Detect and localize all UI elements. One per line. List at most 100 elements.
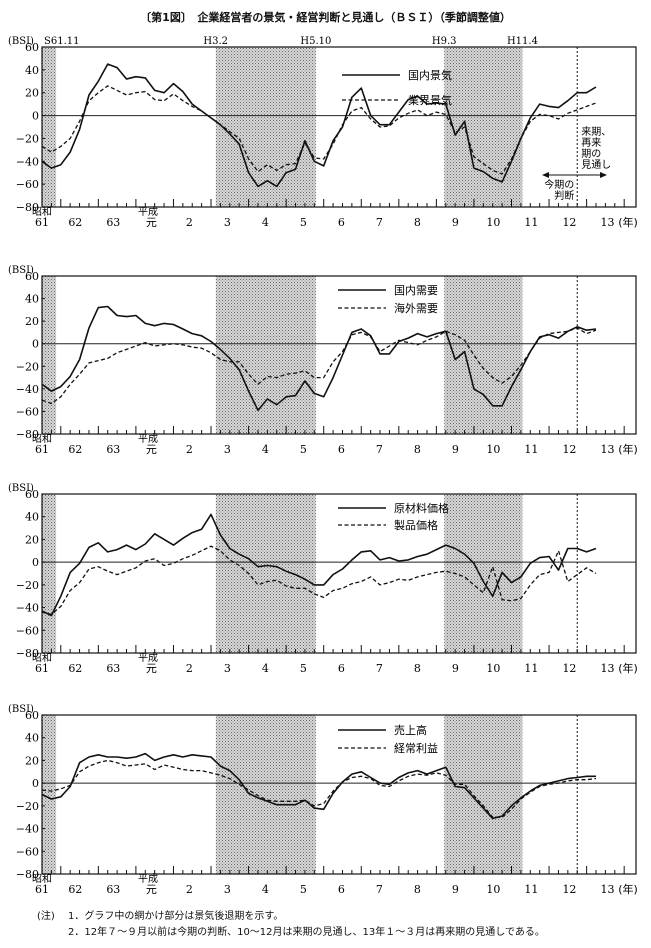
plot-frame <box>41 714 637 875</box>
y-tick-label: −60 <box>16 178 39 191</box>
x-tick-label: 10 <box>486 216 500 229</box>
y-tick-label: −40 <box>16 823 39 836</box>
y-tick-label: −60 <box>16 624 39 637</box>
recession-shading <box>42 494 57 653</box>
x-tick-label: 元 <box>146 443 157 456</box>
series-line-2 <box>41 327 597 405</box>
x-tick-label: 4 <box>262 216 269 229</box>
recession-shading <box>444 494 523 653</box>
x-tick-label: 6 <box>338 883 345 896</box>
recession-shading <box>444 276 523 434</box>
y-tick-label: 40 <box>25 732 39 745</box>
era-label-showa: 昭和 <box>32 206 52 218</box>
figure-title: 〔第1図〕 企業経営者の景気・経営判断と見通し（ＢＳＩ）（季節調整値） <box>140 11 511 24</box>
x-tick-label: 10 <box>486 443 500 456</box>
recession-shading <box>215 715 316 874</box>
y-tick-label: −60 <box>16 845 39 858</box>
note-2: 2．12年７～９月以前は今期の判断、10～12月は来期の見通し、13年１～３月は… <box>68 927 545 938</box>
recession-shading <box>444 47 523 207</box>
era-label-heisei: 平成 <box>138 433 158 445</box>
x-tick-label: 9 <box>452 443 459 456</box>
y-tick-label: 60 <box>25 488 39 501</box>
y-tick-label: 60 <box>25 270 39 283</box>
y-tick-label: 0 <box>32 110 39 123</box>
x-tick-label: 4 <box>262 443 269 456</box>
recession-shading <box>215 276 316 434</box>
series-line-1 <box>41 305 597 412</box>
legend-label: 海外需要 <box>394 301 438 315</box>
x-tick-label: 2 <box>186 662 193 675</box>
legend-label: 売上高 <box>394 723 427 737</box>
era-label-heisei: 平成 <box>138 206 158 218</box>
x-tick-label: 9 <box>452 216 459 229</box>
y-tick-label: 0 <box>32 338 39 351</box>
x-tick-label: 2 <box>186 216 193 229</box>
y-axis-unit: (BSI) <box>8 265 34 276</box>
x-tick-label: 61 <box>35 662 49 675</box>
x-tick-label: 2 <box>186 883 193 896</box>
x-tick-label: 10 <box>486 662 500 675</box>
x-axis-unit: (年) <box>618 882 638 896</box>
y-tick-label: 40 <box>25 511 39 524</box>
recession-shading <box>215 494 316 653</box>
plot-frame <box>41 275 637 435</box>
x-tick-label: 13 <box>600 662 614 675</box>
y-tick-label: 60 <box>25 41 39 54</box>
x-tick-label: 7 <box>376 216 383 229</box>
chart-2: 60 40 20 0 −20 −40 −60 −80 (BSI) 61 62 63 元 2 3 4 5 6 7 8 9 1… <box>8 265 638 456</box>
era-label-heisei: 平成 <box>138 873 158 885</box>
y-tick-label: −20 <box>16 132 39 145</box>
x-tick-label: 3 <box>224 216 231 229</box>
x-tick-label: 3 <box>224 662 231 675</box>
y-axis-unit: (BSI) <box>8 704 34 715</box>
chart-4: 60 40 20 0 −20 −40 −60 −80 (BSI) 61 62 63 元 2 3 4 5 6 7 8 9 1… <box>8 704 638 896</box>
legend-label: 製品価格 <box>394 518 438 532</box>
x-tick-label: 62 <box>68 443 82 456</box>
series-line-1 <box>41 513 597 617</box>
x-tick-label: 12 <box>562 216 576 229</box>
x-tick-label: 8 <box>414 216 421 229</box>
plot-frame <box>41 493 637 654</box>
x-tick-label: 12 <box>562 662 576 675</box>
x-tick-label: 10 <box>486 883 500 896</box>
recession-label: H11.4 <box>507 36 538 47</box>
x-tick-label: 3 <box>224 443 231 456</box>
x-tick-label: 6 <box>338 216 345 229</box>
y-tick-label: −80 <box>16 201 39 214</box>
x-tick-label: 12 <box>562 883 576 896</box>
y-tick-label: −20 <box>16 360 39 373</box>
annotation-current: 判断 <box>554 189 574 202</box>
x-axis-unit: (年) <box>618 661 638 675</box>
x-tick-label: 11 <box>524 216 538 229</box>
y-tick-label: −40 <box>16 602 39 615</box>
y-tick-label: −80 <box>16 428 39 441</box>
x-tick-label: 11 <box>524 883 538 896</box>
y-tick-label: −40 <box>16 155 39 168</box>
series-line-2 <box>41 545 597 616</box>
x-tick-label: 61 <box>35 216 49 229</box>
y-tick-label: 20 <box>25 87 39 100</box>
era-label-heisei: 平成 <box>138 652 158 664</box>
recession-shading <box>42 47 57 207</box>
y-tick-label: 40 <box>25 293 39 306</box>
x-tick-label: 元 <box>146 883 157 896</box>
recession-shading <box>215 47 316 207</box>
annotation-current: 今期の <box>544 178 574 191</box>
x-tick-label: 7 <box>376 883 383 896</box>
y-axis-unit: (BSI) <box>8 483 34 494</box>
annotation-outlook: 再来 <box>581 137 601 149</box>
era-label-showa: 昭和 <box>32 873 52 885</box>
annotation-outlook: 見通し <box>581 159 611 171</box>
plot-frame <box>41 46 637 208</box>
series-line-2 <box>41 85 597 175</box>
y-tick-label: 20 <box>25 754 39 767</box>
legend-label: 国内景気 <box>408 68 452 82</box>
recession-label: H5.10 <box>300 36 331 47</box>
x-tick-label: 6 <box>338 443 345 456</box>
x-tick-label: 4 <box>262 883 269 896</box>
y-tick-label: 0 <box>32 556 39 569</box>
y-tick-label: −60 <box>16 405 39 418</box>
x-tick-label: 63 <box>106 443 120 456</box>
legend-label: 原材料価格 <box>394 501 449 515</box>
